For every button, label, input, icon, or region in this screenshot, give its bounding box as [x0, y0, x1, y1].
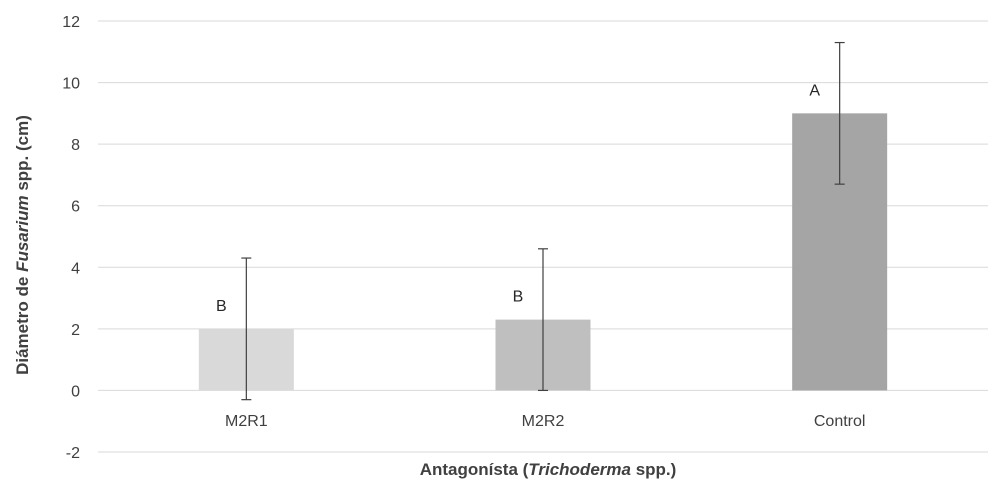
- y-tick-label: -2: [66, 445, 80, 462]
- error-bars: [241, 41, 845, 401]
- y-tick-label: 2: [71, 322, 80, 339]
- significance-label: B: [513, 289, 524, 306]
- y-tick-labels: -2 0 2 4 6 8 10 12: [62, 14, 80, 462]
- y-tick-label: 4: [71, 260, 80, 277]
- y-axis-title: Diámetro de Fusarium spp. (cm): [13, 115, 32, 375]
- significance-labels: B B A: [216, 82, 820, 315]
- x-tick-labels: M2R1 M2R2 Control: [225, 413, 865, 430]
- x-tick-label: M2R2: [522, 413, 565, 430]
- x-axis-title-suffix: spp.): [631, 460, 676, 479]
- significance-label: A: [809, 82, 820, 99]
- y-tick-label: 0: [71, 383, 80, 400]
- y-tick-label: 12: [62, 14, 80, 31]
- y-axis-title-italic: Fusarium: [13, 195, 32, 272]
- y-axis-title-prefix: Diámetro de: [13, 272, 32, 375]
- y-tick-label: 8: [71, 137, 80, 154]
- y-axis-title-suffix: spp. (cm): [13, 115, 32, 195]
- x-tick-label: Control: [814, 413, 866, 430]
- y-tick-label: 6: [71, 199, 80, 216]
- y-tick-label: 10: [62, 76, 80, 93]
- x-axis-title-italic: Trichoderma: [528, 460, 631, 479]
- significance-label: B: [216, 298, 227, 315]
- x-tick-label: M2R1: [225, 413, 268, 430]
- x-axis-title: Antagonísta (Trichoderma spp.): [420, 460, 677, 479]
- x-axis-title-prefix: Antagonísta (: [420, 460, 529, 479]
